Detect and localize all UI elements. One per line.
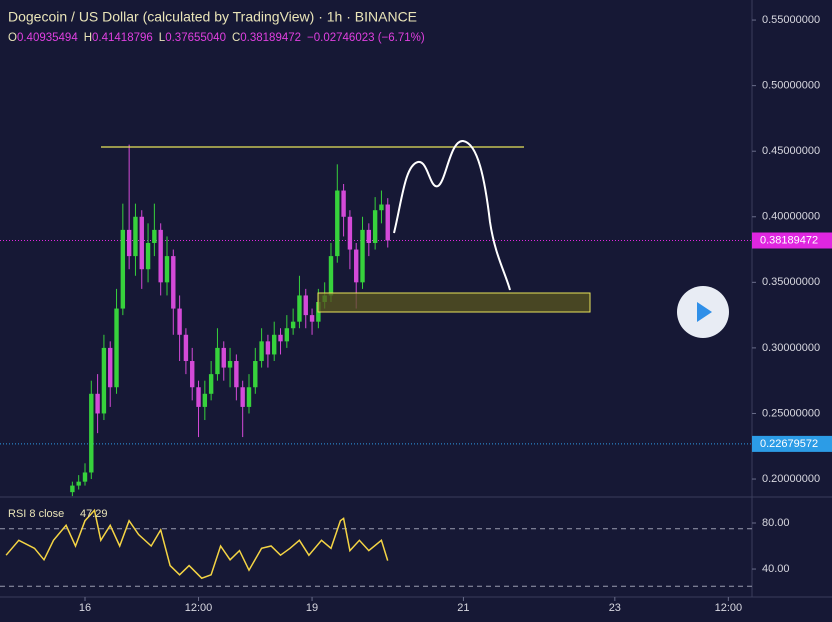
chart-title: Dogecoin / US Dollar (calculated by Trad… — [8, 9, 417, 25]
y-tick-label: 80.00 — [762, 517, 790, 529]
candle-body — [360, 229, 365, 283]
legend-value: 0.37655040 — [165, 32, 226, 44]
candle-body — [385, 204, 390, 241]
candle-body — [190, 361, 195, 388]
candle-body — [196, 387, 201, 407]
candle-body — [177, 308, 182, 335]
series-name: RSI 8 close — [8, 508, 64, 520]
price-label: 0.22679572 — [760, 438, 818, 450]
ohlc-legend: O0.40935494 H0.41418796 L0.37655040 C0.3818… — [8, 32, 425, 44]
candle-body — [158, 229, 163, 283]
marks: 0.55000000 0.50000000 0.45000000 0.40000000… — [0, 14, 832, 614]
candle-body — [290, 321, 296, 329]
drawn-support-zone — [317, 292, 591, 313]
y-tick-label: 0.30000000 — [762, 342, 820, 354]
candle-body — [76, 481, 81, 486]
candle-body — [372, 210, 378, 243]
drawn-projection — [393, 139, 511, 291]
x-tick-label: 16 — [79, 602, 91, 614]
y-tick-label: 0.45000000 — [762, 145, 820, 157]
candle-body — [221, 347, 226, 368]
candle-body — [347, 216, 353, 250]
price-label-box — [752, 232, 832, 249]
candle-body — [133, 216, 138, 257]
y-tick-label: 0.55000000 — [762, 14, 820, 26]
candle-body — [328, 256, 334, 296]
price-label-box — [752, 435, 832, 452]
legend-value: 0.40935494 — [17, 32, 78, 44]
candle-body — [120, 229, 126, 309]
candle-body — [215, 347, 220, 375]
candle-body — [259, 341, 264, 362]
legend-change: −0.02746023 (−6.71%) — [307, 32, 425, 44]
candle-body — [278, 334, 283, 342]
y-tick-label: 40.00 — [762, 563, 790, 575]
candle-body — [183, 334, 189, 362]
candle-body — [114, 308, 119, 388]
candle-body — [89, 393, 94, 473]
candle-body — [253, 361, 258, 388]
candle-body — [208, 374, 214, 394]
candle-body — [240, 387, 245, 407]
candle-body — [284, 328, 290, 342]
candle-body — [82, 472, 88, 482]
play-icon[interactable] — [697, 302, 712, 322]
legend-key: H — [84, 32, 92, 44]
candle-body — [297, 295, 302, 322]
rsi-line — [5, 508, 389, 580]
candle-body — [139, 216, 144, 270]
x-tick-label: 19 — [306, 602, 318, 614]
candle-body — [145, 242, 151, 270]
play-button[interactable] — [677, 286, 729, 338]
legend-key: C — [232, 32, 240, 44]
candle-body — [265, 341, 271, 355]
candle-body — [234, 361, 239, 388]
candle-body — [101, 347, 107, 414]
y-tick-label: 0.50000000 — [762, 80, 820, 92]
candle-body — [126, 229, 132, 257]
x-tick-label: 23 — [609, 602, 621, 614]
candle-body — [379, 204, 384, 211]
legend-value: 0.38189472 — [240, 32, 301, 44]
x-tick-label: 12:00 — [715, 602, 743, 614]
series-last-value: 47.29 — [80, 508, 108, 520]
candle-body — [227, 361, 233, 368]
candle-body — [335, 190, 340, 257]
candle-body — [108, 347, 113, 388]
y-tick-label: 0.40000000 — [762, 211, 820, 223]
legend-value: 0.41418796 — [92, 32, 153, 44]
price-label: 0.38189472 — [760, 234, 818, 246]
candle-body — [354, 249, 359, 283]
candle-body — [171, 256, 176, 309]
candle-body — [202, 393, 208, 407]
candle-body — [366, 229, 372, 243]
candle-body — [164, 256, 170, 283]
candle-body — [95, 393, 100, 414]
legend-key: L — [159, 32, 166, 44]
candle-body — [152, 229, 157, 243]
candle-body — [309, 315, 315, 322]
candle-body — [70, 485, 75, 493]
legend-key: O — [8, 32, 17, 44]
candle-body — [341, 190, 346, 217]
candle-body — [303, 295, 308, 316]
y-tick-label: 0.35000000 — [762, 276, 820, 288]
x-tick-label: 21 — [457, 602, 469, 614]
x-tick-label: 12:00 — [185, 602, 213, 614]
y-tick-label: 0.25000000 — [762, 407, 820, 419]
candle-body — [272, 334, 277, 355]
y-tick-label: 0.20000000 — [762, 473, 820, 485]
candle-body — [246, 387, 252, 407]
